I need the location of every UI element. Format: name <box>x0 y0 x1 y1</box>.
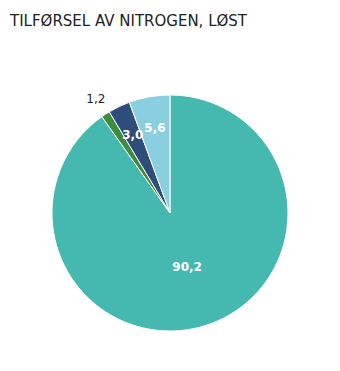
data-label: 1,2 <box>86 92 105 106</box>
chart: TILFØRSEL AV NITROGEN, LØST 90,2 1,2 3,05,6 <box>0 0 340 371</box>
slice <box>52 95 288 331</box>
data-label: 90,2 <box>172 260 202 274</box>
data-labels: 90,2 1,2 3,05,6 <box>86 92 202 274</box>
slice <box>129 95 170 213</box>
title: TILFØRSEL AV NITROGEN, LØST <box>9 12 248 30</box>
pie <box>52 95 288 331</box>
data-label: 3,0 <box>122 128 143 142</box>
data-label: 5,6 <box>144 121 165 135</box>
